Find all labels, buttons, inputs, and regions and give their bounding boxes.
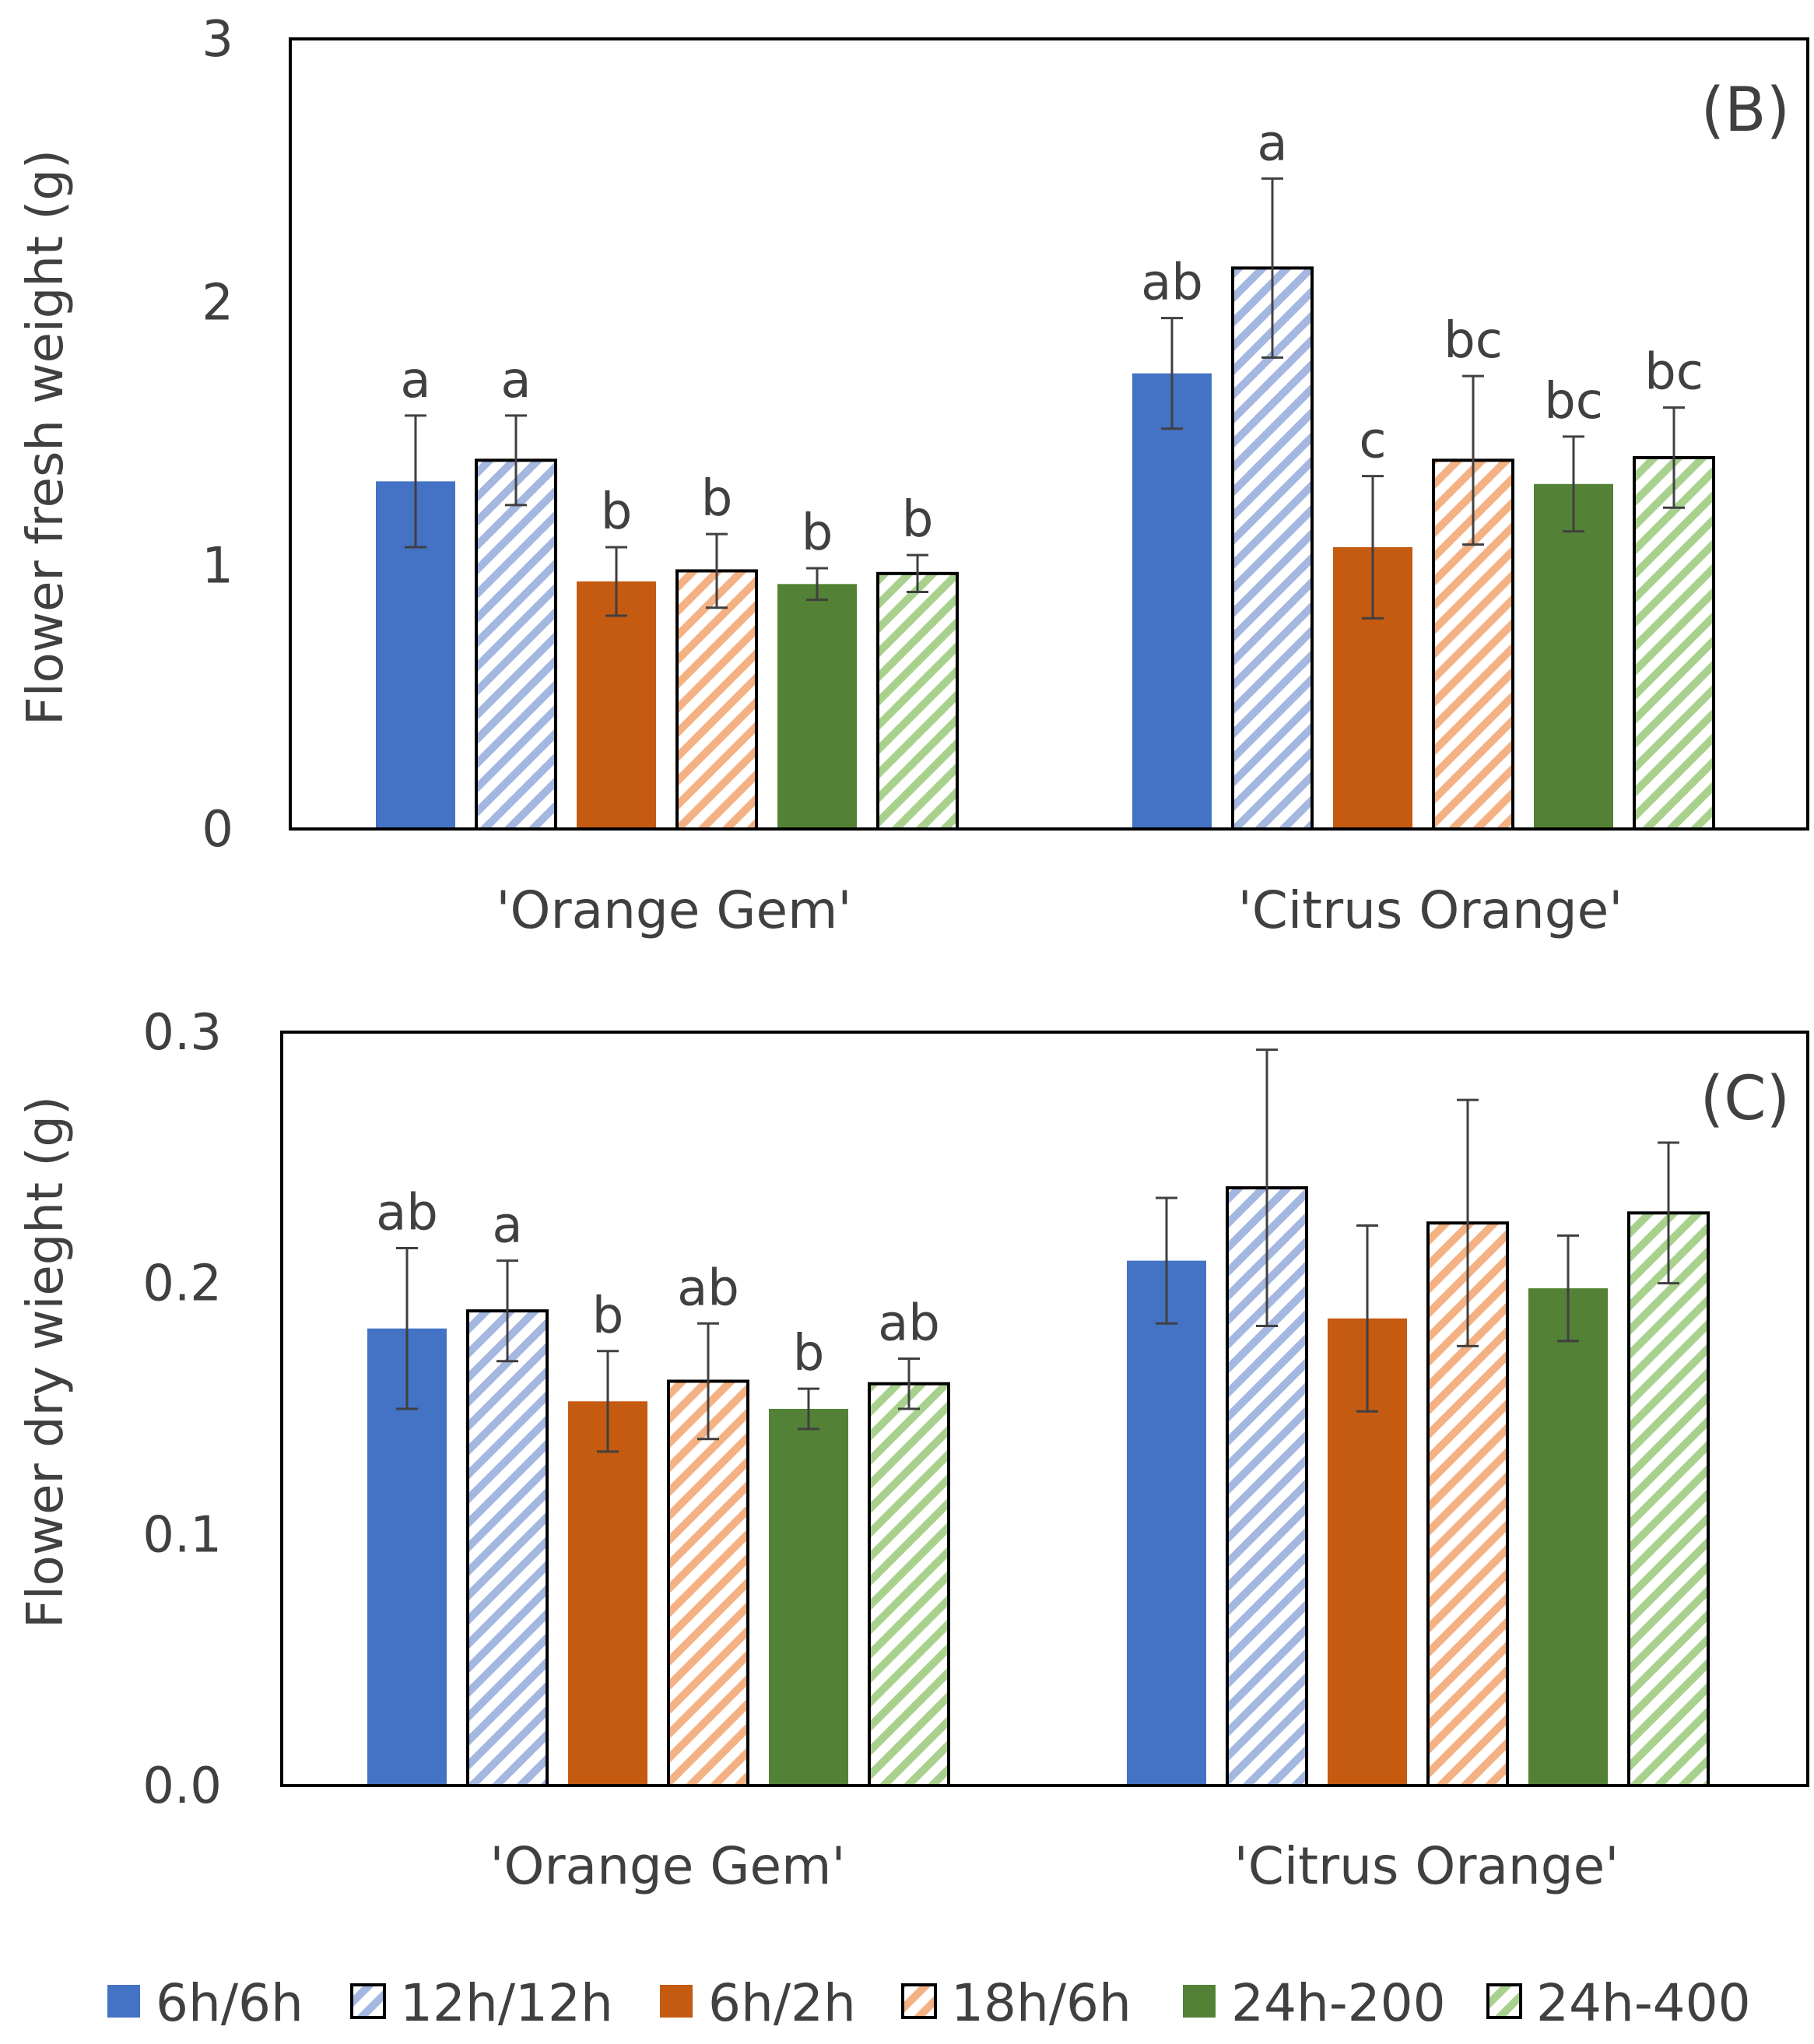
legend-swatch-24h400 [1486, 1983, 1522, 2019]
bar-c-24h400-0 [868, 1382, 950, 1787]
bar-b-24h400-1 [1633, 455, 1715, 831]
legend-label-6h2h: 6h/2h [708, 1973, 856, 2033]
legend-label-24h200: 24h-200 [1231, 1973, 1446, 2033]
significance-label-b-4-0: b [802, 504, 833, 562]
category-label-c-0: 'Orange Gem' [489, 1836, 845, 1896]
significance-label-b-3-0: b [701, 470, 733, 528]
y-ticks-c: 0.0 0.1 0.2 0.3 [142, 1004, 222, 1815]
bar-b-18h6h-0 [675, 569, 758, 831]
bar-c-6h6h-1 [1127, 1260, 1206, 1786]
bar-c-12h12h-0 [466, 1309, 549, 1788]
y-tick-label-b-3: 3 [202, 11, 233, 68]
significance-label-b-1-1: a [1257, 114, 1287, 172]
bar-c-24h200-1 [1528, 1288, 1608, 1786]
legend-swatch-6h6h [107, 1985, 140, 2018]
significance-label-c-2-0: b [592, 1287, 624, 1345]
y-tick-label-c-3: 0.3 [142, 1004, 222, 1062]
bar-b-12h12h-1 [1231, 266, 1314, 831]
y-tick-label-b-2: 2 [202, 274, 233, 332]
significance-label-c-5-0: ab [878, 1294, 940, 1352]
legend-swatch-18h6h [901, 1983, 937, 2019]
panel-label-b: (B) [1701, 76, 1790, 146]
category-label-b-0: 'Orange Gem' [496, 880, 851, 940]
category-label-c-1: 'Citrus Orange' [1234, 1836, 1619, 1896]
significance-label-b-3-1: bc [1444, 312, 1503, 370]
significance-label-b-0-1: ab [1141, 255, 1203, 312]
y-tick-label-c-0: 0.0 [142, 1758, 222, 1815]
legend-swatch-12h12h [350, 1983, 386, 2019]
legend-label-24h400: 24h-400 [1536, 1973, 1751, 2033]
y-tick-label-b-0: 0 [202, 801, 233, 859]
legend-label-6h6h: 6h/6h [156, 1973, 304, 2033]
y-tick-label-c-1: 0.1 [142, 1506, 222, 1564]
bar-c-6h2h-0 [568, 1401, 647, 1786]
significance-label-b-5-0: b [902, 491, 934, 549]
significance-label-b-2-1: c [1359, 413, 1386, 470]
significance-label-b-2-0: b [601, 483, 633, 541]
bar-c-24h200-0 [769, 1409, 848, 1786]
legend-label-12h12h: 12h/12h [400, 1973, 613, 2033]
plot-frame-b [289, 37, 1809, 831]
y-axis-title-b: Flower fresh weight (g) [17, 149, 75, 725]
category-label-b-1: 'Citrus Orange' [1238, 880, 1623, 940]
significance-label-c-3-0: ab [677, 1259, 739, 1317]
bar-c-24h400-1 [1627, 1211, 1710, 1787]
significance-label-c-0-0: ab [376, 1184, 438, 1242]
y-ticks-b: 0 1 2 3 [202, 11, 233, 859]
legend-swatch-24h200 [1183, 1985, 1216, 2018]
significance-label-c-1-0: a [492, 1197, 522, 1255]
bar-b-12h12h-0 [475, 458, 557, 831]
bar-b-6h2h-0 [577, 581, 656, 829]
chart-panel-b: Flower fresh weight (g) (B) aabaabcbbcbb… [17, 11, 1809, 940]
significance-label-b-5-1: bc [1644, 344, 1703, 402]
bar-b-6h6h-1 [1132, 373, 1212, 829]
significance-label-b-1-0: a [500, 352, 531, 409]
y-tick-label-c-2: 0.2 [142, 1256, 222, 1313]
bar-b-24h400-0 [876, 571, 959, 831]
legend-label-18h6h: 18h/6h [951, 1973, 1132, 2033]
plot-frame-c [280, 1031, 1809, 1787]
legend: 6h/6h 12h/12h 6h/2h 18h/6h 24h-200 24h-400 [107, 1973, 1751, 2033]
bar-b-24h200-0 [777, 584, 857, 829]
legend-swatch-6h2h [660, 1985, 693, 2018]
significance-label-b-4-1: bc [1544, 373, 1603, 430]
y-tick-label-b-1: 1 [202, 538, 233, 595]
panel-label-c: (C) [1700, 1064, 1790, 1134]
bar-c-18h6h-0 [667, 1379, 749, 1788]
y-axis-title-c: Flower dry wieght (g) [17, 1096, 75, 1628]
bar-b-24h200-1 [1534, 483, 1613, 829]
significance-label-c-4-0: b [793, 1325, 825, 1382]
significance-label-b-0-0: a [400, 352, 430, 409]
